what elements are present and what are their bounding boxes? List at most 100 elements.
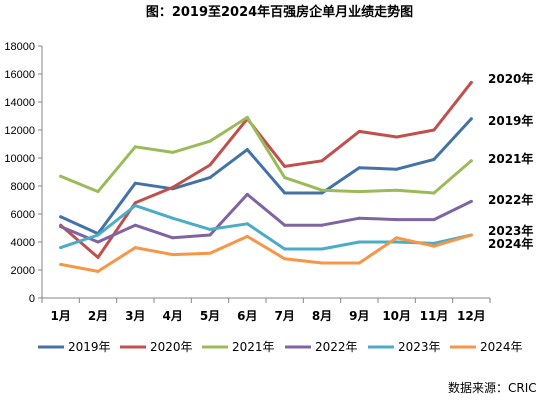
legend-label: 2022年	[315, 340, 358, 354]
data-point	[59, 262, 63, 266]
x-tick-label: 11月	[420, 309, 449, 323]
legend-label: 2019年	[68, 340, 111, 354]
series-end-label: 2020年	[488, 71, 533, 86]
data-point	[96, 240, 100, 244]
series-end-label: 2022年	[488, 192, 533, 207]
x-tick-label: 7月	[274, 309, 294, 323]
x-tick-label: 9月	[349, 309, 369, 323]
data-point	[357, 240, 361, 244]
data-point	[133, 181, 137, 185]
data-point	[283, 257, 287, 261]
series-line-4	[59, 204, 473, 251]
series-line-2	[59, 115, 473, 195]
data-point	[320, 188, 324, 192]
data-point	[59, 225, 63, 229]
y-tick-label: 6000	[11, 209, 35, 221]
data-point	[320, 191, 324, 195]
data-point	[469, 117, 473, 121]
series-end-label: 2023年	[488, 223, 533, 238]
y-tick-label: 0	[29, 293, 35, 305]
x-tick-label: 8月	[312, 309, 332, 323]
data-point	[395, 236, 399, 240]
data-point	[208, 176, 212, 180]
data-point	[432, 128, 436, 132]
data-point	[469, 233, 473, 237]
data-point	[283, 223, 287, 227]
x-tick-label: 6月	[237, 309, 257, 323]
data-point	[208, 163, 212, 167]
data-point	[357, 216, 361, 220]
data-point	[320, 223, 324, 227]
legend-label: 2021年	[232, 340, 275, 354]
x-tick-label: 2月	[88, 309, 108, 323]
data-point	[171, 216, 175, 220]
data-point	[432, 157, 436, 161]
data-point	[357, 261, 361, 265]
data-point	[171, 236, 175, 240]
x-axis: 1月 2月 3月 4月 5月 6月 7月 8月 9月 10月 11月 12月	[41, 297, 491, 323]
x-tick-label: 12月	[457, 309, 486, 323]
series-line-3	[59, 192, 473, 244]
data-point	[245, 115, 249, 119]
data-point	[432, 241, 436, 245]
data-point	[59, 215, 63, 219]
data-point	[208, 251, 212, 255]
data-point	[96, 269, 100, 273]
data-point	[320, 261, 324, 265]
data-point	[96, 190, 100, 194]
data-point	[133, 246, 137, 250]
data-point	[133, 201, 137, 205]
x-tick-label: 3月	[125, 309, 145, 323]
y-tick-label: 16000	[4, 69, 35, 81]
legend: 2019年 2020年 2021年 2022年 2023年 2024年	[38, 340, 523, 354]
data-point	[432, 218, 436, 222]
series-end-label: 2024年	[488, 236, 533, 251]
chart-title: 图：2019至2024年百强房企单月业绩走势图	[146, 4, 413, 20]
x-tick-label: 1月	[50, 309, 70, 323]
data-point	[171, 185, 175, 189]
data-point	[245, 234, 249, 238]
legend-label: 2024年	[480, 340, 523, 354]
data-point	[320, 247, 324, 251]
data-point	[208, 227, 212, 231]
data-point	[469, 159, 473, 163]
y-tick-label: 14000	[4, 97, 35, 109]
y-tick-label: 4000	[11, 237, 35, 249]
series-layer	[59, 80, 473, 273]
data-point	[245, 222, 249, 226]
data-point	[395, 240, 399, 244]
data-point	[283, 247, 287, 251]
y-tick-label: 2000	[11, 265, 35, 277]
data-point	[395, 167, 399, 171]
series-end-label: 2019年	[488, 113, 533, 128]
y-tick-label: 12000	[4, 125, 35, 137]
data-point	[208, 233, 212, 237]
data-point	[283, 164, 287, 168]
legend-label: 2023年	[398, 340, 441, 354]
series-line-5	[59, 233, 473, 273]
data-point	[357, 190, 361, 194]
data-point	[133, 204, 137, 208]
data-point	[171, 253, 175, 257]
data-point	[283, 176, 287, 180]
data-point	[432, 244, 436, 248]
data-point	[432, 191, 436, 195]
x-tick-label: 10月	[382, 309, 411, 323]
data-point	[357, 129, 361, 133]
data-point	[171, 150, 175, 154]
data-point	[133, 223, 137, 227]
data-point	[59, 174, 63, 178]
data-point	[395, 218, 399, 222]
y-tick-label: 18000	[4, 41, 35, 53]
y-tick-label: 10000	[4, 153, 35, 165]
data-source-note: 数据来源：CRIC	[448, 380, 537, 395]
data-point	[320, 159, 324, 163]
data-point	[245, 148, 249, 152]
data-point	[357, 166, 361, 170]
x-tick-label: 5月	[200, 309, 220, 323]
data-point	[96, 233, 100, 237]
y-tick-label: 8000	[11, 181, 35, 193]
series-end-label: 2021年	[488, 151, 533, 166]
